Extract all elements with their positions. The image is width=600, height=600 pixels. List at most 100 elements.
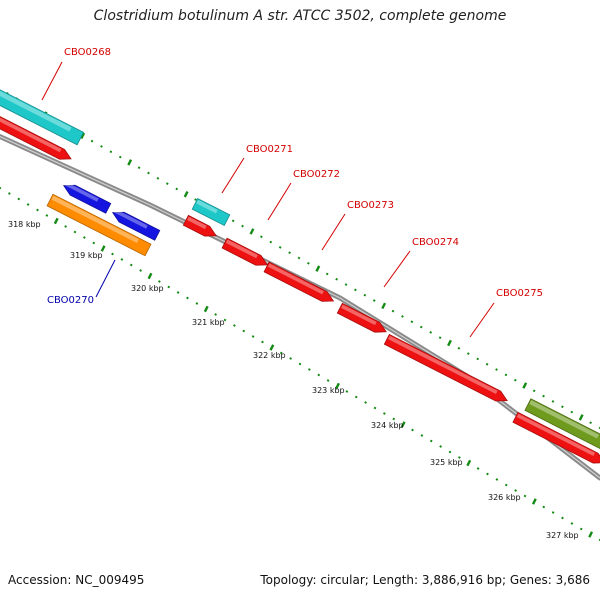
- gene-highlight: [225, 239, 258, 259]
- inner-tick-dot: [448, 450, 452, 454]
- outer-tick-dot: [288, 251, 291, 255]
- outer-tick-dot: [100, 145, 103, 148]
- inner-tick-dot: [466, 459, 472, 467]
- gene-label[interactable]: CBO0270: [47, 295, 94, 306]
- inner-tick-dot: [233, 324, 236, 327]
- gene-arrow[interactable]: [191, 197, 231, 227]
- scale-label: 322 kbp: [253, 351, 286, 360]
- outer-tick-dot: [231, 219, 235, 223]
- outer-tick-dot: [438, 336, 442, 340]
- inner-tick-dot: [317, 373, 321, 377]
- gene-feature[interactable]: [524, 398, 600, 452]
- inner-tick-dot: [26, 203, 30, 206]
- gene-label[interactable]: CBO0268: [64, 47, 111, 58]
- gene-arrow[interactable]: [182, 214, 218, 240]
- outer-tick-dot: [194, 198, 197, 201]
- gene-arrow[interactable]: [0, 111, 73, 164]
- gene-label[interactable]: CBO0274: [412, 237, 459, 248]
- label-leader-line: [95, 259, 116, 298]
- outer-tick-dot: [109, 150, 113, 154]
- gene-label[interactable]: CBO0275: [496, 288, 543, 299]
- inner-tick-dot: [392, 417, 396, 421]
- inner-tick-dot: [308, 368, 311, 371]
- label-leader-line: [41, 61, 63, 101]
- label-leader-line: [267, 182, 292, 221]
- gene-highlight: [529, 400, 600, 439]
- outer-tick-dot: [466, 352, 470, 355]
- inner-tick-dot: [383, 412, 386, 415]
- outer-tick-dot: [344, 283, 348, 286]
- genome-backbone-highlight: [0, 135, 600, 479]
- gene-arrow[interactable]: [512, 411, 600, 467]
- inner-tick-dot: [439, 445, 442, 448]
- scale-label: 325 kbp: [430, 458, 463, 467]
- inner-tick-dot: [186, 296, 189, 300]
- inner-tick-dot: [476, 467, 480, 470]
- gene-feature[interactable]: [61, 181, 112, 214]
- inner-tick-dot: [373, 406, 377, 410]
- outer-tick-dot: [156, 176, 160, 180]
- gene-feature[interactable]: [0, 111, 73, 164]
- inner-tick-dot: [523, 494, 527, 498]
- gene-arrow[interactable]: [61, 181, 112, 214]
- gene-arrow[interactable]: [336, 302, 388, 336]
- gene-arrow[interactable]: [46, 193, 152, 257]
- gene-feature[interactable]: [512, 411, 600, 467]
- gene-arrow[interactable]: [221, 237, 270, 270]
- inner-tick-dot: [542, 505, 546, 509]
- gene-arrow[interactable]: [524, 398, 600, 452]
- outer-tick-dot: [457, 346, 461, 350]
- inner-tick-dot: [570, 522, 574, 525]
- inner-tick-dot: [92, 241, 96, 245]
- gene-feature[interactable]: [46, 193, 152, 257]
- inner-tick-dot: [111, 252, 114, 256]
- inner-tick-dot: [139, 269, 142, 272]
- gene-arrow[interactable]: [263, 261, 336, 306]
- outer-tick-dot: [307, 261, 310, 265]
- gene-label[interactable]: CBO0271: [246, 144, 293, 155]
- inner-tick-dot: [203, 305, 209, 313]
- outer-tick-dot: [561, 405, 564, 409]
- scale-label: 323 kbp: [312, 386, 345, 395]
- inner-tick-dot: [364, 401, 367, 404]
- outer-tick-dot: [354, 288, 357, 292]
- gene-label[interactable]: CBO0273: [347, 200, 394, 211]
- inner-tick-dot: [420, 434, 424, 437]
- outer-tick-dot: [485, 362, 489, 366]
- gene-feature[interactable]: [0, 88, 85, 146]
- inner-tick-dot: [326, 379, 330, 382]
- gene-feature[interactable]: [191, 197, 231, 227]
- gene-label[interactable]: CBO0272: [293, 169, 340, 180]
- gene-feature[interactable]: [110, 208, 161, 241]
- outer-tick-dot: [278, 246, 282, 249]
- outer-tick-dot: [447, 339, 452, 347]
- outer-tick-dot: [401, 315, 404, 318]
- inner-tick-dot: [289, 357, 292, 360]
- inner-tick-dot: [504, 483, 508, 487]
- gene-feature[interactable]: [336, 302, 388, 336]
- inner-tick-dot: [551, 511, 555, 514]
- outer-tick-dot: [363, 293, 367, 297]
- gene-feature[interactable]: [182, 214, 218, 240]
- outer-tick-dot: [419, 325, 423, 329]
- gene-feature[interactable]: [221, 237, 270, 270]
- gene-arrow[interactable]: [383, 333, 509, 405]
- gene-feature[interactable]: [263, 261, 336, 306]
- inner-tick-dot: [345, 390, 349, 393]
- inner-tick-dot: [45, 214, 49, 217]
- gene-arrow[interactable]: [0, 88, 85, 146]
- gene-highlight: [0, 90, 72, 132]
- inner-tick-dot: [269, 344, 275, 351]
- gene-feature[interactable]: [383, 333, 509, 405]
- inner-tick-dot: [588, 531, 594, 538]
- inner-tick-dot: [83, 236, 86, 239]
- inner-tick-dot: [129, 263, 133, 267]
- gene-highlight: [516, 413, 596, 457]
- inner-tick-dot: [17, 197, 21, 201]
- label-leader-line: [221, 157, 245, 194]
- inner-tick-dot: [0, 186, 2, 190]
- scale-label: 324 kbp: [371, 421, 404, 430]
- gene-arrow[interactable]: [110, 208, 161, 241]
- inner-tick-dot: [36, 208, 39, 212]
- label-leader-line: [321, 213, 346, 251]
